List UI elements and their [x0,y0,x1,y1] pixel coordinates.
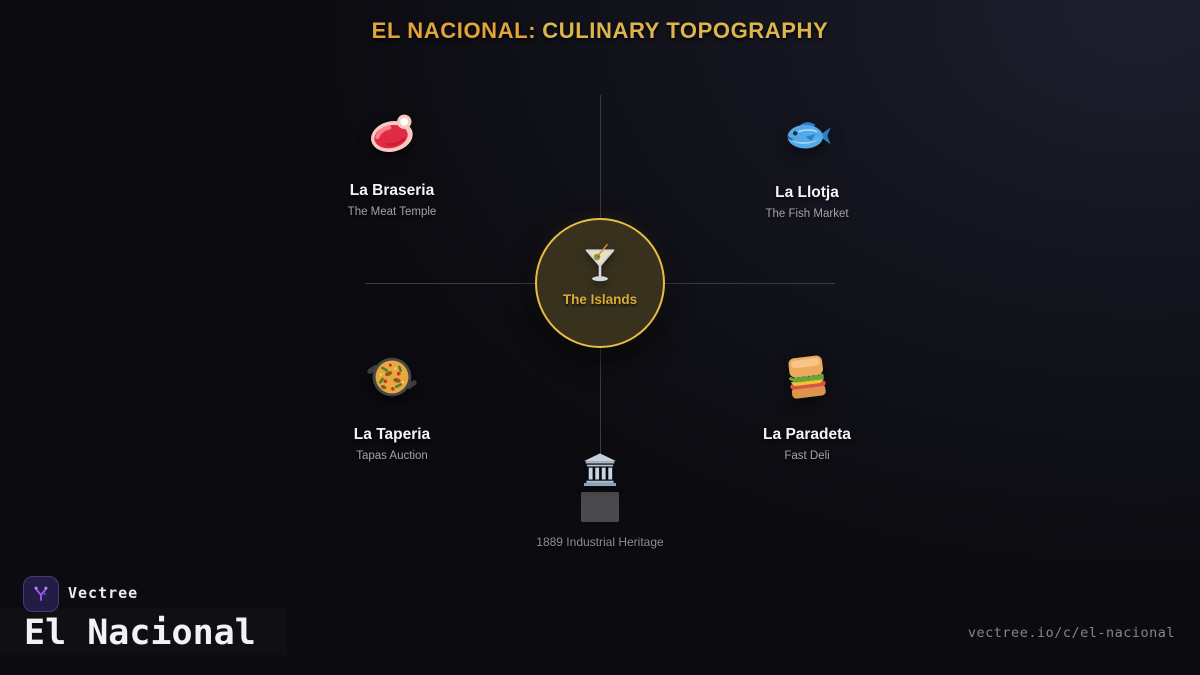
page-title: EL NACIONAL: CULINARY TOPOGRAPHY [0,18,1200,44]
node-la-llotja[interactable]: La Llotja The Fish Market [697,108,917,221]
node-industrial-heritage[interactable]: 1889 Industrial Heritage [500,452,700,549]
vectree-logo [23,576,59,612]
node-name: La Braseria [349,182,435,199]
center-node-label: The Islands [562,292,638,307]
node-name: La Taperia [353,426,431,443]
node-the-islands[interactable]: The Islands [535,218,665,348]
cocktail-glass-icon [585,243,615,282]
sandwich-icon [788,355,826,399]
collection-url: vectree.io/c/el-nacional [967,625,1175,641]
fish-icon [786,122,831,149]
vectree-branch-icon [34,586,48,601]
node-subtitle: Fast Deli [784,450,830,462]
node-subtitle: Tapas Auction [356,450,428,462]
node-name: La Paradeta [763,426,851,443]
meat-steak-icon [371,114,413,152]
node-la-braseria[interactable]: La Braseria The Meat Temple [282,106,502,219]
brand-name: Vectree [68,584,139,602]
node-la-paradeta[interactable]: La Paradeta Fast Deli [697,350,917,463]
classical-building-icon [583,453,617,487]
node-la-taperia[interactable]: La Taperia Tapas Auction [282,350,502,463]
paella-pan-icon [367,357,417,397]
node-name: La Llotja [775,184,839,201]
node-subtitle: The Fish Market [765,208,849,220]
heritage-base-block [581,492,619,522]
node-subtitle: The Meat Temple [347,206,437,218]
heritage-caption: 1889 Industrial Heritage [536,535,664,549]
page-title-prefix: EL NACIONAL: [371,18,537,43]
collection-title: El Nacional [24,613,256,653]
page-title-rest: CULINARY TOPOGRAPHY [542,18,829,43]
